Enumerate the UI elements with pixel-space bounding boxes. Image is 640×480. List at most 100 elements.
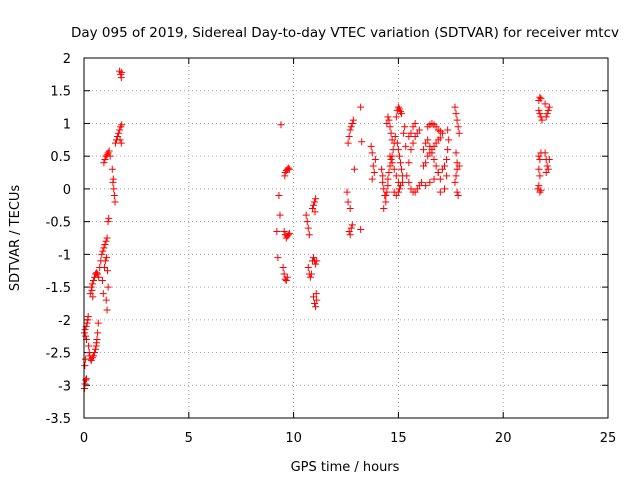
data-point (100, 244, 108, 252)
y-tick-label: 0 (63, 183, 71, 198)
data-point (357, 103, 365, 111)
data-point (443, 155, 451, 163)
data-point (545, 155, 553, 163)
data-point (85, 342, 93, 350)
data-point (430, 155, 438, 163)
data-point (106, 152, 114, 160)
data-point (94, 319, 102, 327)
data-point (87, 283, 95, 291)
data-point (109, 178, 117, 186)
data-point (444, 126, 452, 134)
data-point (281, 172, 289, 180)
data-point (432, 162, 440, 170)
data-point (391, 133, 399, 141)
data-point (285, 165, 293, 173)
data-point (118, 121, 126, 129)
data-point (84, 313, 92, 321)
data-point (357, 225, 365, 233)
data-point (100, 159, 108, 167)
y-axis-label: SDTVAR / TECUs (8, 185, 23, 292)
data-point (280, 270, 288, 278)
plot-area-border (83, 57, 609, 419)
data-point (306, 273, 314, 281)
data-point (312, 303, 320, 311)
data-point (395, 152, 403, 160)
y-tick-label: -0.5 (46, 216, 71, 231)
data-point (422, 182, 430, 190)
data-point (426, 178, 434, 186)
x-tick-label: 10 (285, 431, 302, 446)
data-point (368, 175, 376, 183)
data-point (102, 296, 110, 304)
data-point (544, 106, 552, 114)
data-point (101, 241, 109, 249)
data-point (445, 136, 453, 144)
data-point (400, 129, 408, 137)
data-point (344, 139, 352, 147)
data-point (380, 185, 388, 193)
data-point (536, 155, 544, 163)
data-point (104, 283, 112, 291)
y-tick-label: -1 (58, 248, 71, 263)
data-point (98, 250, 106, 258)
data-point (302, 211, 310, 219)
data-point (409, 139, 417, 147)
data-point (108, 165, 116, 173)
data-point (453, 165, 461, 173)
data-point (101, 257, 109, 265)
data-point (347, 123, 355, 131)
data-point (99, 290, 107, 298)
data-point (396, 159, 404, 167)
data-point (346, 205, 354, 213)
data-point (92, 345, 100, 353)
data-point (453, 116, 461, 124)
data-point (345, 133, 353, 141)
data-point (117, 139, 125, 147)
data-point (81, 380, 89, 388)
grid-lines (84, 58, 608, 418)
data-point (105, 147, 113, 155)
data-point (285, 229, 293, 237)
data-point (313, 257, 321, 265)
data-point (385, 169, 393, 177)
data-point (348, 221, 356, 229)
data-point (110, 185, 118, 193)
data-point (349, 116, 357, 124)
data-point (403, 172, 411, 180)
data-point (93, 335, 101, 343)
data-point (388, 136, 396, 144)
data-point (358, 138, 366, 146)
data-point (395, 185, 403, 193)
data-point (443, 172, 451, 180)
data-point (311, 198, 319, 206)
axis-ticks (83, 57, 609, 419)
data-point (89, 352, 97, 360)
data-point (284, 164, 292, 172)
data-point (89, 293, 97, 301)
data-point (103, 254, 111, 262)
data-point (453, 188, 461, 196)
data-point (388, 159, 396, 167)
data-point (537, 186, 545, 194)
data-point (384, 175, 392, 183)
data-point (276, 211, 284, 219)
y-tick-label: -2 (58, 314, 71, 329)
data-point (88, 280, 96, 288)
x-axis-label: GPS time / hours (291, 460, 400, 475)
data-point (379, 178, 387, 186)
data-point (384, 113, 392, 121)
data-point (398, 165, 406, 173)
data-point (542, 169, 550, 177)
data-point (83, 319, 91, 327)
data-point (95, 273, 103, 281)
data-point (81, 326, 89, 334)
data-point (273, 227, 281, 235)
data-point (115, 129, 123, 137)
data-point (312, 195, 320, 203)
data-point (424, 136, 432, 144)
data-point (283, 273, 291, 281)
data-point (382, 191, 390, 199)
data-point (280, 227, 288, 235)
data-point (536, 110, 544, 118)
data-point (436, 188, 444, 196)
